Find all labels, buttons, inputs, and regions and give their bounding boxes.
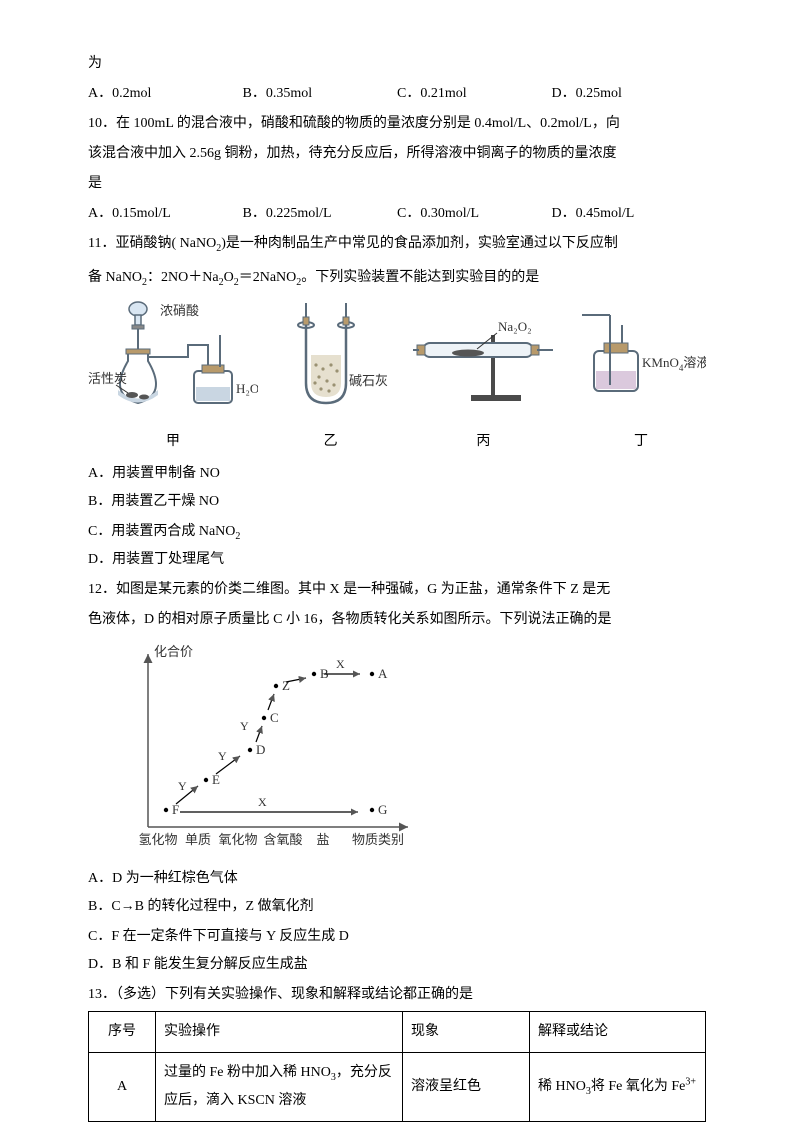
svg-text:单质: 单质 <box>185 832 211 847</box>
svg-text:G: G <box>378 802 387 817</box>
th-phen: 现象 <box>403 1012 530 1053</box>
q9-opt-d: D．0.25mol <box>552 80 707 108</box>
label-kmno4-b: 溶液 <box>683 355 706 370</box>
q12-opt-c: C．F 在一定条件下可直接与 Y 反应生成 D <box>88 923 397 951</box>
apparatus-yi: 碱石灰 乙 <box>271 295 391 456</box>
q11-opt-c: C．用装置丙合成 NaNO2 <box>88 518 397 546</box>
q13-line1: 13．（多选）下列有关实验操作、现象和解释或结论都正确的是 <box>88 981 706 1009</box>
q11-l2a: 备 NaNO <box>88 270 142 285</box>
cell-a-op: 过量的 Fe 粉中加入稀 HNO3，充分反应后，滴入 KSCN 溶液 <box>156 1053 403 1122</box>
q10-opt-d: D．0.45mol/L <box>552 200 707 228</box>
cap-yi: 乙 <box>271 428 391 456</box>
cap-jia: 甲 <box>88 428 258 456</box>
q12-options-row2: C．F 在一定条件下可直接与 Y 反应生成 D D．B 和 F 能发生复分解反应… <box>88 923 706 979</box>
q10-options: A．0.15mol/L B．0.225mol/L C．0.30mol/L D．0… <box>88 200 706 228</box>
th-concl: 解释或结论 <box>530 1012 706 1053</box>
label-carbon: 活性炭 <box>88 371 127 386</box>
cell-a-phen: 溶液呈红色 <box>403 1053 530 1122</box>
svg-text:Y: Y <box>240 719 249 733</box>
svg-text:E: E <box>212 772 220 787</box>
svg-text:X: X <box>258 795 267 809</box>
cell-a-op-a: 过量的 Fe 粉中加入稀 HNO <box>164 1065 331 1080</box>
svg-text:X: X <box>336 657 345 671</box>
q11-l2b: ：2NO＋Na <box>147 270 219 285</box>
cap-bing: 丙 <box>403 428 563 456</box>
q11-figure-row: 浓硝酸 活性炭 H₂O 甲 碱石灰 乙 <box>88 306 706 456</box>
label-h2o: H₂O <box>236 381 258 396</box>
apparatus-jia: 浓硝酸 活性炭 H₂O 甲 <box>88 295 258 456</box>
q9-opt-a: A．0.2mol <box>88 80 243 108</box>
q10-opt-b: B．0.225mol/L <box>243 200 398 228</box>
svg-text:C: C <box>270 710 279 725</box>
q10-line3: 是 <box>88 170 706 198</box>
q11-opt-a: A．用装置甲制备 NO <box>88 460 397 488</box>
apparatus-yi-svg: 碱石灰 <box>271 295 391 415</box>
apparatus-bing-svg: Na₂O₂ <box>403 295 563 415</box>
q12-line1: 12．如图是某元素的价类二维图。其中 X 是一种强碱，G 为正盐，通常条件下 Z… <box>88 576 706 604</box>
q11-line1: 11．亚硝酸钠( NaNO2)是一种肉制品生产中常见的食品添加剂，实验室通过以下… <box>88 230 706 258</box>
svg-text:F: F <box>172 802 179 817</box>
q11-l1b: )是一种肉制品生产中常见的食品添加剂，实验室通过以下反应制 <box>221 236 618 251</box>
q11-l2d: ＝2NaNO <box>239 270 297 285</box>
q11-l1a: 11．亚硝酸钠( NaNO <box>88 236 216 251</box>
q11-options-row1: A．用装置甲制备 NO B．用装置乙干燥 NO <box>88 460 706 516</box>
q12-chart-svg: 化合价氢化物单质氧化物含氧酸盐物质类别FEDCZBAGYYYXX <box>88 642 428 852</box>
table-row: A 过量的 Fe 粉中加入稀 HNO3，充分反应后，滴入 KSCN 溶液 溶液呈… <box>89 1053 706 1122</box>
svg-text:Y: Y <box>218 749 227 763</box>
q12-opt-d: D．B 和 F 能发生复分解反应生成盐 <box>88 951 397 979</box>
q12-chart: 化合价氢化物单质氧化物含氧酸盐物质类别FEDCZBAGYYYXX <box>88 642 706 863</box>
label-conc-acid: 浓硝酸 <box>160 303 199 318</box>
svg-text:KMnO4溶液: KMnO4溶液 <box>642 355 706 373</box>
cell-a-num: A <box>89 1053 156 1122</box>
svg-text:盐: 盐 <box>316 832 329 847</box>
q10-line1: 10．在 100mL 的混合液中，硝酸和硫酸的物质的量浓度分别是 0.4mol/… <box>88 110 706 138</box>
q11-line2: 备 NaNO2：2NO＋Na2O2＝2NaNO2。下列实验装置不能达到实验目的的… <box>88 260 706 296</box>
svg-text:A: A <box>378 666 388 681</box>
th-num: 序号 <box>89 1012 156 1053</box>
cell-a-concl: 稀 HNO3将 Fe 氧化为 Fe3+ <box>530 1053 706 1122</box>
q11-l2e: 。下列实验装置不能达到实验目的的是 <box>301 270 539 285</box>
q13-table: 序号 实验操作 现象 解释或结论 A 过量的 Fe 粉中加入稀 HNO3，充分反… <box>88 1011 706 1122</box>
apparatus-jia-svg: 浓硝酸 活性炭 H₂O <box>88 295 258 415</box>
q12-opt-a: A．D 为一种红棕色气体 <box>88 865 397 893</box>
apparatus-ding-svg: KMnO4溶液 <box>576 295 706 415</box>
svg-text:化合价: 化合价 <box>154 644 193 659</box>
svg-text:氢化物: 氢化物 <box>138 832 177 847</box>
q9-opt-b: B．0.35mol <box>243 80 398 108</box>
apparatus-bing: Na₂O₂ 丙 <box>403 295 563 456</box>
label-soda: 碱石灰 <box>349 373 388 388</box>
svg-text:D: D <box>256 742 265 757</box>
cell-a-concl-b: 将 Fe 氧化为 Fe <box>591 1079 686 1094</box>
q11-opt-c-text: C．用装置丙合成 NaNO <box>88 524 235 539</box>
apparatus-ding: KMnO4溶液 丁 <box>576 295 706 456</box>
q11-l2c: O <box>224 270 234 285</box>
svg-text:Z: Z <box>282 678 290 693</box>
q10-opt-c: C．0.30mol/L <box>397 200 552 228</box>
q11-opt-d: D．用装置丁处理尾气 <box>88 546 397 574</box>
svg-text:Y: Y <box>178 779 187 793</box>
q12-opt-b: B．C→B 的转化过程中，Z 做氧化剂 <box>88 893 397 921</box>
q10-opt-a: A．0.15mol/L <box>88 200 243 228</box>
q11-opt-b: B．用装置乙干燥 NO <box>88 488 397 516</box>
q9-options: A．0.2mol B．0.35mol C．0.21mol D．0.25mol <box>88 80 706 108</box>
cell-a-concl-a: 稀 HNO <box>538 1079 586 1094</box>
svg-text:含氧酸: 含氧酸 <box>263 832 302 847</box>
table-row: 序号 实验操作 现象 解释或结论 <box>89 1012 706 1053</box>
q11-options-row2: C．用装置丙合成 NaNO2 D．用装置丁处理尾气 <box>88 518 706 574</box>
q10-line2: 该混合液中加入 2.56g 铜粉，加热，待充分反应后，所得溶液中铜离子的物质的量… <box>88 140 706 168</box>
q9-opt-c: C．0.21mol <box>397 80 552 108</box>
q12-line2: 色液体，D 的相对原子质量比 C 小 16，各物质转化关系如图所示。下列说法正确… <box>88 606 706 634</box>
label-na2o2: Na₂O₂ <box>498 319 532 334</box>
svg-text:物质类别: 物质类别 <box>352 832 404 847</box>
label-kmno4-a: KMnO <box>642 355 679 370</box>
q9-lead: 为 <box>88 50 706 78</box>
q12-options-row1: A．D 为一种红棕色气体 B．C→B 的转化过程中，Z 做氧化剂 <box>88 865 706 921</box>
svg-text:氧化物: 氧化物 <box>218 832 257 847</box>
cap-ding: 丁 <box>576 428 706 456</box>
th-op: 实验操作 <box>156 1012 403 1053</box>
